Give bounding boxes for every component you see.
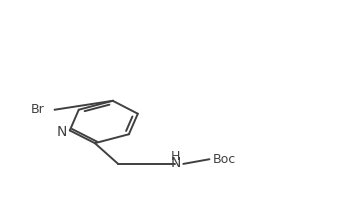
Text: N: N — [57, 125, 67, 139]
Text: N: N — [170, 156, 180, 170]
Text: Boc: Boc — [213, 153, 236, 166]
Text: H: H — [171, 150, 180, 163]
Text: Br: Br — [30, 103, 44, 116]
